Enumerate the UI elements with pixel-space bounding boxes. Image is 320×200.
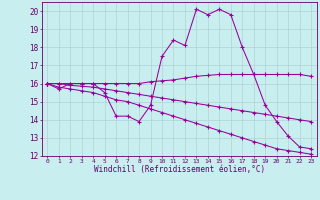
- X-axis label: Windchill (Refroidissement éolien,°C): Windchill (Refroidissement éolien,°C): [94, 165, 265, 174]
